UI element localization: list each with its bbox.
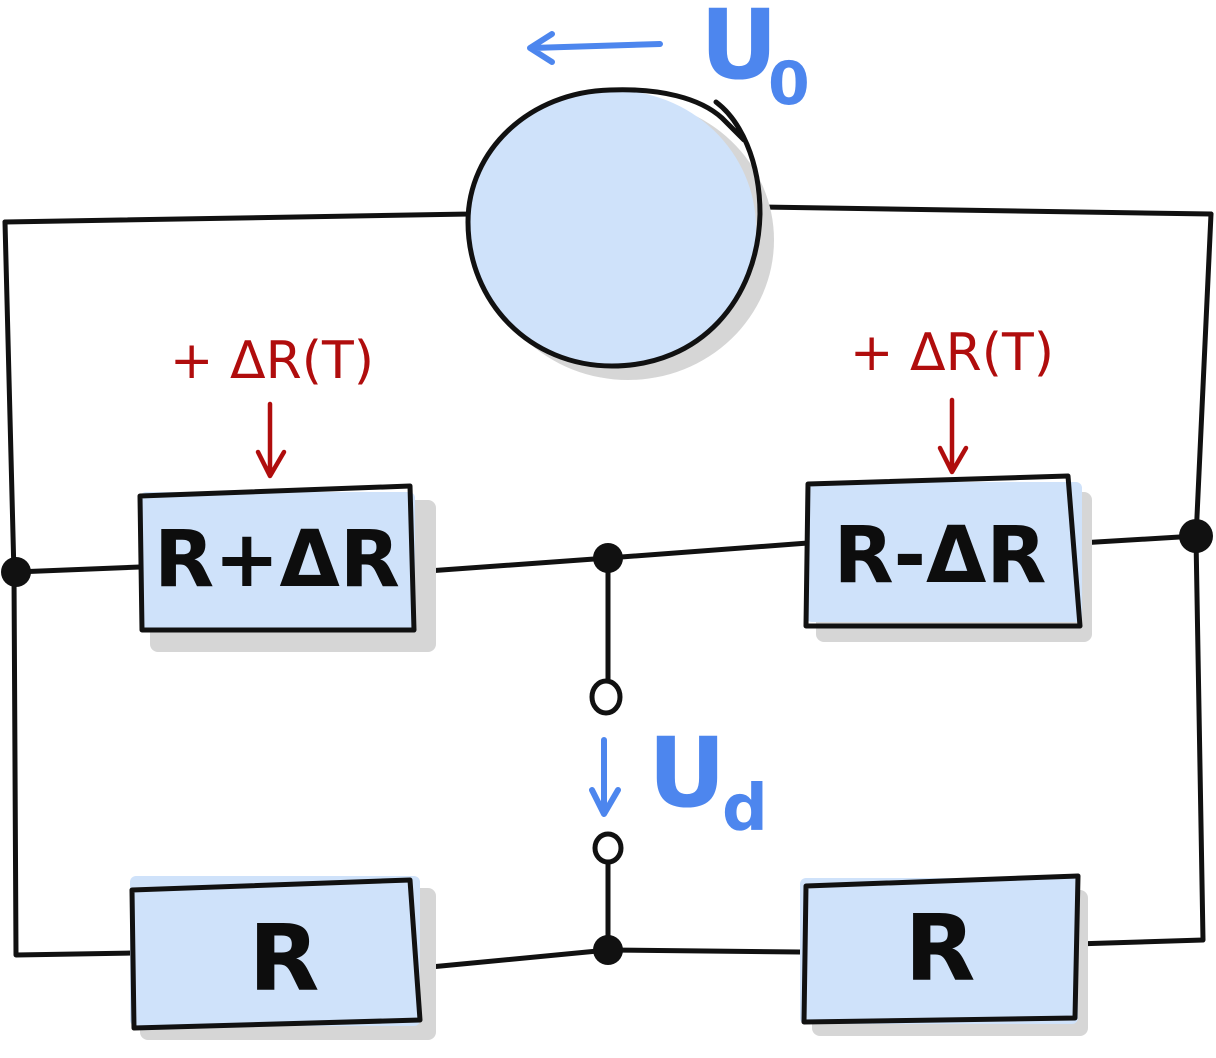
resistor-top-left-label: R+ΔR — [154, 515, 400, 605]
output-voltage-subscript: d — [722, 772, 768, 846]
resistor-bottom-left-label: R — [249, 905, 320, 1012]
wire-middle-left — [13, 564, 143, 575]
voltage-source — [465, 87, 774, 380]
wire-right — [1072, 211, 1214, 947]
resistor-bottom-left-body — [130, 876, 420, 1026]
resistor-top-left-outline — [137, 483, 417, 633]
node-middle-center — [593, 543, 623, 573]
node-bottom-center — [593, 935, 623, 965]
resistor-top-right: R-ΔR — [803, 473, 1092, 642]
resistor-bottom-right-outline — [801, 873, 1081, 1025]
output-terminal-top — [589, 678, 623, 716]
temperature-arrow-right — [937, 397, 969, 475]
temperature-annotation-right: + ΔR(T) — [850, 323, 1054, 383]
wire-middle-center-left — [411, 555, 611, 575]
temperature-annotation-left: + ΔR(T) — [170, 331, 374, 391]
resistor-top-right-body — [806, 482, 1082, 622]
resistor-bottom-right-body — [800, 878, 1078, 1024]
output-voltage-label: U — [648, 717, 726, 829]
resistor-bottom-left-outline — [129, 877, 423, 1031]
source-voltage-arrow — [527, 31, 663, 65]
wire-left — [2, 219, 135, 958]
node-right — [1179, 519, 1213, 553]
resistor-top-right-outline — [803, 473, 1083, 629]
wire-middle-center-right — [605, 540, 811, 561]
resistor-bottom-left: R — [129, 876, 436, 1040]
output-voltage-arrow — [589, 737, 621, 817]
output-terminal-bottom — [592, 831, 624, 865]
resistor-top-left-body — [140, 492, 415, 630]
resistor-top-right-label: R-ΔR — [834, 511, 1047, 601]
resistor-bottom-right-label: R — [905, 895, 976, 1002]
voltage-source-outline — [465, 87, 763, 369]
wire-bottom-center-left — [417, 947, 611, 971]
wire-middle-right — [1077, 533, 1199, 546]
voltage-source-body — [468, 90, 756, 366]
resistor-bottom-right: R — [800, 873, 1088, 1036]
temperature-arrow-left — [255, 401, 287, 479]
source-voltage-subscript: 0 — [768, 49, 810, 119]
resistor-top-left: R+ΔR — [137, 483, 436, 652]
source-voltage-label: U — [700, 0, 778, 101]
node-left — [1, 557, 31, 587]
wire-bottom-center-right — [605, 947, 803, 955]
